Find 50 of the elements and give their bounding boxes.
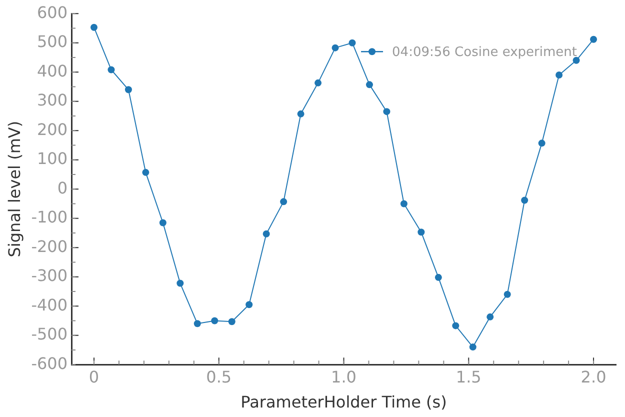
point <box>556 72 563 79</box>
y-tick-label: 300 <box>36 90 68 110</box>
y-tick-label: 500 <box>36 32 68 52</box>
y-tick-label: 100 <box>36 149 68 168</box>
y-tick-label: -300 <box>31 266 68 286</box>
point <box>176 280 184 287</box>
legend-label: 04:09:56 Cosine experiment <box>392 44 578 60</box>
point <box>297 110 304 118</box>
y-tick-label: -400 <box>31 295 68 314</box>
point <box>314 79 322 86</box>
y-tick-label: 600 <box>36 2 68 22</box>
point <box>538 140 546 147</box>
point <box>434 274 442 281</box>
y-axis-title: Signal level (mV) <box>4 120 24 258</box>
point <box>469 344 476 351</box>
point <box>90 24 98 31</box>
x-axis-title: ParameterHolder Time (s) <box>240 392 447 412</box>
point <box>262 230 270 238</box>
x-tick-label: 2.0 <box>580 367 606 386</box>
point <box>228 318 236 326</box>
point <box>383 108 390 116</box>
point <box>159 219 166 226</box>
point <box>142 168 150 176</box>
point <box>418 228 425 236</box>
point <box>246 301 253 308</box>
y-tick-label: 200 <box>36 120 68 139</box>
point <box>504 290 511 298</box>
point <box>590 36 598 43</box>
point <box>211 317 218 324</box>
point <box>452 322 460 330</box>
point <box>348 39 356 46</box>
y-tick-label: -500 <box>31 324 68 344</box>
point <box>124 86 132 94</box>
point <box>332 44 339 52</box>
y-tick-label: -200 <box>31 236 68 256</box>
x-tick-label: 1.5 <box>456 367 482 386</box>
point <box>486 313 494 320</box>
point <box>280 198 288 206</box>
point <box>108 66 115 74</box>
point <box>194 320 201 328</box>
y-tick-label: -100 <box>31 208 68 227</box>
point <box>521 196 528 204</box>
y-tick-label: -600 <box>31 354 68 373</box>
y-tick-label: 0 <box>57 178 68 198</box>
x-tick-label: 0.5 <box>206 367 232 386</box>
y-tick-label: 400 <box>36 61 68 80</box>
x-tick-label: 0 <box>88 367 100 386</box>
point <box>400 200 408 208</box>
x-tick-label: 1.0 <box>331 367 356 386</box>
point <box>366 81 373 88</box>
